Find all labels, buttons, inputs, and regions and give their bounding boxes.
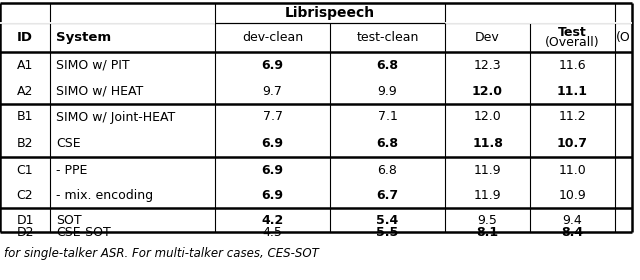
Text: 6.9: 6.9 [262, 59, 284, 72]
Text: System: System [56, 31, 111, 44]
Text: SIMO w/ HEAT: SIMO w/ HEAT [56, 85, 143, 98]
Text: 6.8: 6.8 [376, 137, 399, 150]
Text: A2: A2 [17, 85, 33, 98]
Text: SOT: SOT [56, 214, 82, 227]
Text: - mix. encoding: - mix. encoding [56, 189, 153, 202]
Text: 11.0: 11.0 [559, 164, 586, 176]
Text: 4.5: 4.5 [262, 226, 282, 239]
Text: 9.9: 9.9 [378, 85, 397, 98]
Text: D2: D2 [16, 226, 34, 239]
Text: 11.1: 11.1 [557, 85, 588, 98]
Text: 10.9: 10.9 [559, 189, 586, 202]
Text: C1: C1 [17, 164, 33, 176]
Text: ID: ID [17, 31, 33, 44]
Text: SIMO w/ Joint-HEAT: SIMO w/ Joint-HEAT [56, 111, 175, 123]
Text: 8.1: 8.1 [476, 226, 499, 239]
Text: 12.0: 12.0 [472, 85, 503, 98]
Text: (O: (O [616, 31, 631, 44]
Text: D1: D1 [16, 214, 34, 227]
Text: 7.1: 7.1 [378, 111, 397, 123]
Text: 4.2: 4.2 [261, 214, 284, 227]
Text: 9.5: 9.5 [477, 214, 497, 227]
Text: 11.9: 11.9 [474, 189, 501, 202]
Text: (Overall): (Overall) [545, 36, 600, 49]
Text: - PPE: - PPE [56, 164, 88, 176]
Text: SIMO w/ PIT: SIMO w/ PIT [56, 59, 130, 72]
Text: 11.6: 11.6 [559, 59, 586, 72]
Text: C2: C2 [17, 189, 33, 202]
Text: 8.4: 8.4 [561, 226, 584, 239]
Text: 9.7: 9.7 [262, 85, 282, 98]
Text: 10.7: 10.7 [557, 137, 588, 150]
Text: 6.8: 6.8 [378, 164, 397, 176]
Text: dev-clean: dev-clean [242, 31, 303, 44]
Text: B1: B1 [17, 111, 33, 123]
Text: 6.8: 6.8 [376, 59, 399, 72]
Text: 12.0: 12.0 [474, 111, 501, 123]
Text: 6.9: 6.9 [262, 137, 284, 150]
Text: 9.4: 9.4 [563, 214, 582, 227]
Text: for single-talker ASR. For multi-talker cases, CES-SOT: for single-talker ASR. For multi-talker … [4, 246, 319, 260]
Text: B2: B2 [17, 137, 33, 150]
Text: Test: Test [558, 26, 587, 39]
Text: 6.9: 6.9 [262, 189, 284, 202]
Text: 7.7: 7.7 [262, 111, 282, 123]
Text: 5.5: 5.5 [376, 226, 399, 239]
Text: 6.7: 6.7 [376, 189, 399, 202]
Text: test-clean: test-clean [356, 31, 419, 44]
Text: 12.3: 12.3 [474, 59, 501, 72]
Text: 11.2: 11.2 [559, 111, 586, 123]
Text: 6.9: 6.9 [262, 164, 284, 176]
Text: Dev: Dev [475, 31, 500, 44]
Text: 11.9: 11.9 [474, 164, 501, 176]
Text: 5.4: 5.4 [376, 214, 399, 227]
Text: CSE-SOT: CSE-SOT [56, 226, 111, 239]
Text: Librispeech: Librispeech [285, 6, 375, 20]
Text: 11.8: 11.8 [472, 137, 503, 150]
Text: CSE: CSE [56, 137, 81, 150]
Text: A1: A1 [17, 59, 33, 72]
